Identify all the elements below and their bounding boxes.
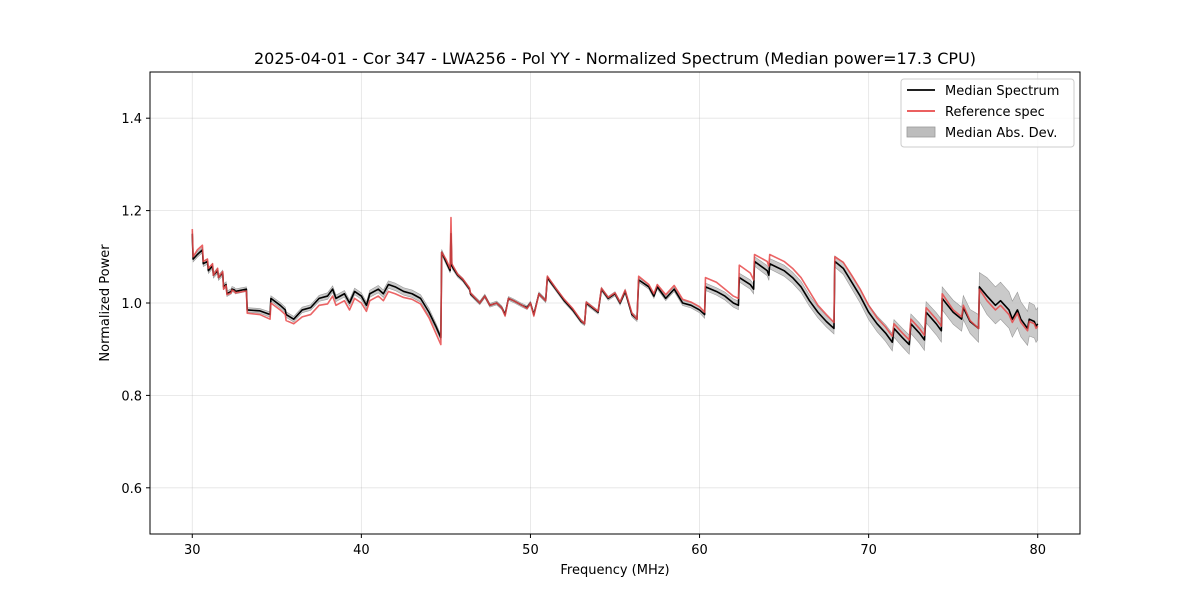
y-tick-label: 1.4 xyxy=(121,112,142,127)
y-tick-label: 1.2 xyxy=(121,205,142,220)
x-axis-label: Frequency (MHz) xyxy=(560,563,669,578)
reference-spectrum-line xyxy=(191,216,1039,346)
plot-area xyxy=(191,216,1039,355)
legend-median-label: Median Spectrum xyxy=(945,84,1059,99)
legend-box xyxy=(900,78,1075,148)
chart-title: 2025-04-01 - Cor 347 - LWA256 - Pol YY -… xyxy=(254,49,976,68)
legend: Median Spectrum Reference spec Median Ab… xyxy=(900,78,1075,148)
y-tick-label: 1.0 xyxy=(121,297,142,312)
x-tick-label: 30 xyxy=(184,543,201,558)
x-tick-label: 60 xyxy=(691,543,708,558)
x-tick-label: 80 xyxy=(1029,543,1046,558)
y-tick-label: 0.6 xyxy=(121,482,142,497)
y-tick-label: 0.8 xyxy=(121,389,142,404)
x-tick-label: 70 xyxy=(860,543,877,558)
grid xyxy=(150,72,1080,534)
x-tick-label: 40 xyxy=(353,543,370,558)
legend-mad-label: Median Abs. Dev. xyxy=(945,126,1057,141)
legend-mad-swatch xyxy=(906,126,936,138)
legend-reference-label: Reference spec xyxy=(945,105,1045,120)
x-tick-label: 50 xyxy=(522,543,539,558)
y-axis-label: Normalized Power xyxy=(98,244,113,362)
axis-ticks: 30 40 50 60 70 80 0.6 0.8 1.0 1.2 1.4 xyxy=(121,112,1046,558)
